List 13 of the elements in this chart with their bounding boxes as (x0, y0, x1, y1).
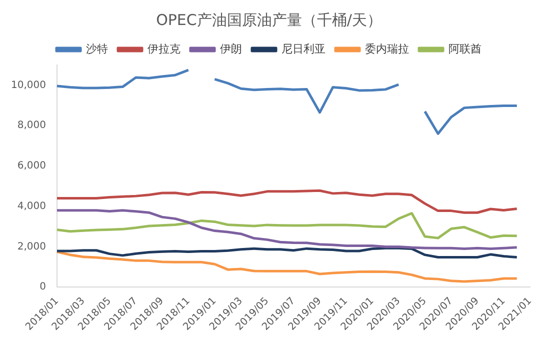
y-tick-label: 6,000 (17, 160, 46, 172)
legend-label: 沙特 (86, 42, 108, 56)
y-tick-label: 2,000 (17, 241, 46, 252)
y-tick-label: 10,000 (10, 80, 46, 91)
legend-label: 伊朗 (220, 42, 242, 56)
y-tick-label: 0 (40, 282, 46, 293)
chart-title: OPEC产油国原油产量（千桶/天） (156, 10, 382, 29)
y-tick-label: 8,000 (17, 120, 46, 132)
y-tick-label: 4,000 (17, 200, 46, 212)
legend-label: 尼日利亚 (282, 42, 326, 56)
legend-label: 阿联酋 (448, 42, 482, 56)
legend-label: 委内瑞拉 (365, 42, 409, 56)
legend-label: 伊拉克 (148, 42, 180, 56)
